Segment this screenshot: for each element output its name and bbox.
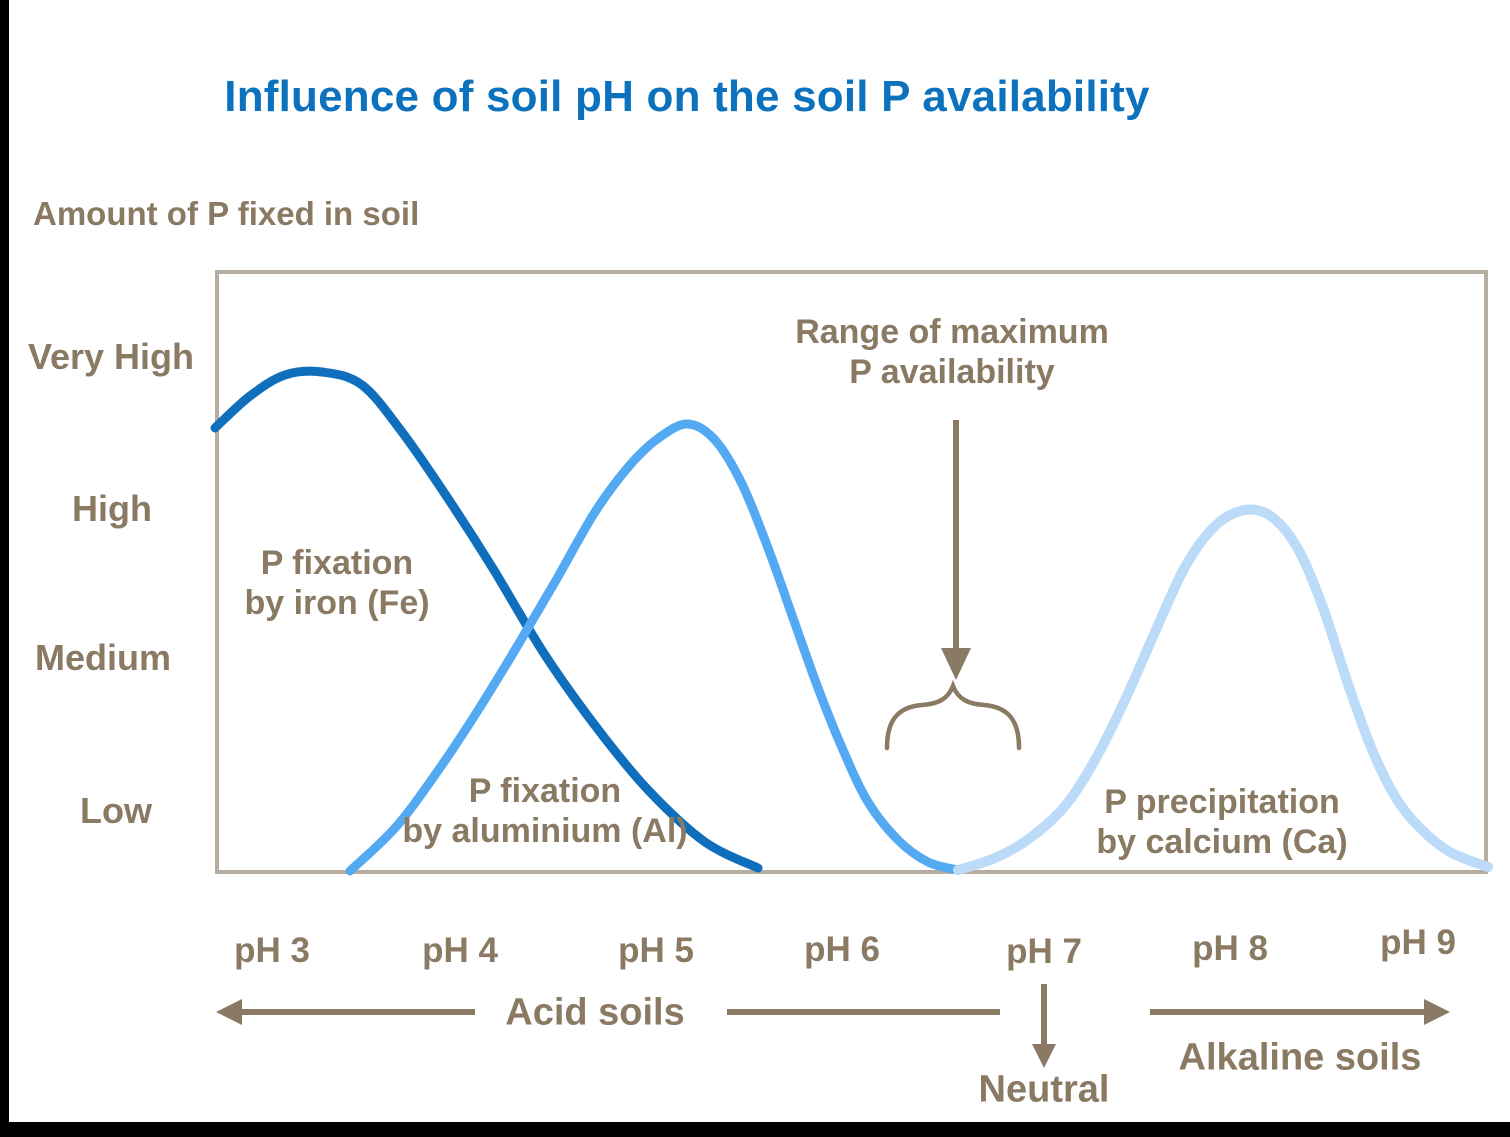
al-label-line1: P fixation [468, 772, 622, 810]
x-tick-ph-6: pH 6 [804, 930, 880, 969]
x-tick-ph-8: pH 8 [1192, 929, 1268, 968]
curve-fe-iron [210, 366, 763, 873]
max-availability-brace [884, 679, 1022, 751]
range-of-max-availability-label: Range of maximum P availability [795, 312, 1109, 392]
left-frame-bar [0, 0, 9, 1137]
neutral-arrow [1032, 984, 1056, 1068]
y-axis-title: Amount of P fixed in soil [33, 195, 420, 232]
ca-label-line1: P precipitation [1104, 783, 1340, 821]
ca-label: P precipitation by calcium (Ca) [1096, 782, 1347, 862]
x-tick-ph-5: pH 5 [618, 931, 694, 970]
page-title: Influence of soil pH on the soil P avail… [224, 72, 1150, 121]
alkaline-soils-label: Alkaline soils [1178, 1036, 1422, 1079]
acid-arrow [216, 999, 475, 1025]
y-tick-medium: Medium [34, 637, 172, 678]
range-label-line1: Range of maximum [795, 313, 1109, 351]
plot-area [215, 270, 1488, 874]
y-tick-very-high: Very High [27, 336, 195, 377]
curve-ca-calcium [953, 504, 1493, 875]
fe-label-line1: P fixation [260, 544, 414, 582]
y-tick-high: High [72, 488, 152, 529]
al-label: P fixation by aluminium (Al) [402, 771, 687, 851]
range-label-line2: P availability [849, 353, 1055, 391]
al-label-line2: by aluminium (Al) [402, 812, 688, 850]
alkaline-arrow [1150, 999, 1450, 1025]
acid-soils-label: Acid soils [505, 991, 685, 1034]
x-tick-ph-4: pH 4 [422, 931, 498, 970]
fe-label: P fixation by iron (Fe) [244, 543, 429, 623]
ca-label-line2: by calcium (Ca) [1096, 823, 1348, 861]
x-tick-ph-9: pH 9 [1380, 923, 1456, 962]
bottom-frame-bar [0, 1122, 1510, 1137]
range-arrow [941, 420, 971, 680]
x-tick-ph-3: pH 3 [234, 931, 310, 970]
curve-al-aluminium [345, 419, 963, 876]
x-tick-ph-7: pH 7 [1006, 932, 1082, 971]
neutral-label: Neutral [978, 1068, 1110, 1111]
y-tick-low: Low [80, 790, 152, 831]
fe-label-line2: by iron (Fe) [244, 584, 430, 622]
